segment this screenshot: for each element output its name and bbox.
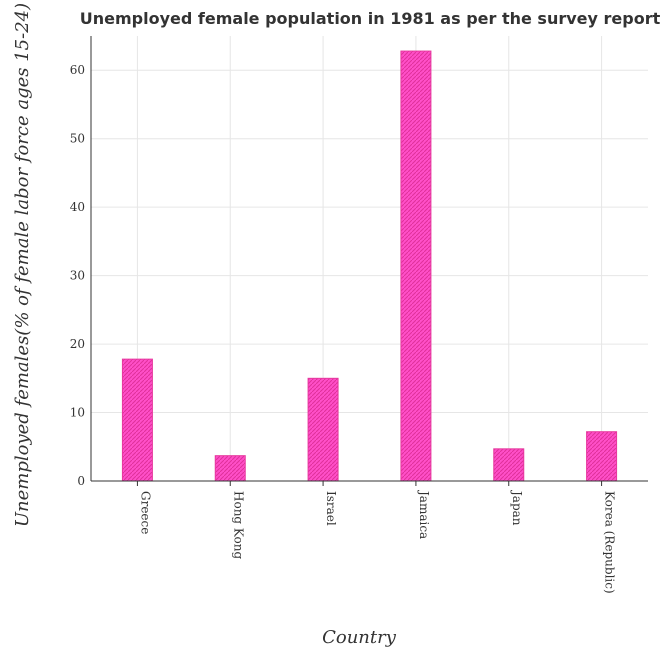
y-axis-ticks: 0 10 20 30 40 50 60 — [70, 63, 85, 488]
bars — [121, 50, 618, 482]
y-axis-label: Unemployed females(% of female labor for… — [12, 3, 33, 527]
x-axis-label: Country — [322, 627, 397, 648]
bar-israel — [307, 377, 339, 482]
x-tick-label: Greece — [138, 491, 152, 534]
x-tick-label: Korea (Republic) — [603, 491, 617, 594]
grid-lines — [91, 36, 648, 482]
bar-japan — [493, 448, 525, 482]
bar-korea-republic — [586, 431, 618, 482]
y-tick-label: 20 — [70, 337, 85, 351]
bar-jamaica — [400, 50, 432, 482]
y-tick-label: 50 — [70, 132, 85, 146]
y-tick-label: 60 — [70, 63, 85, 77]
x-tick-label: Japan — [510, 489, 524, 526]
y-tick-label: 40 — [70, 200, 85, 214]
bar-hong-kong — [214, 455, 246, 482]
bar-greece — [121, 358, 153, 482]
x-tick-label: Jamaica — [417, 489, 431, 539]
chart-title: Unemployed female population in 1981 as … — [80, 9, 661, 28]
y-tick-label: 10 — [70, 406, 85, 420]
y-tick-label: 0 — [77, 474, 85, 488]
y-tick-label: 30 — [70, 269, 85, 283]
x-tick-label: Israel — [324, 491, 338, 526]
x-axis-ticks: Greece Hong Kong Israel Jamaica Japan Korea (… — [136, 481, 617, 594]
x-tick-label: Hong Kong — [231, 491, 245, 560]
